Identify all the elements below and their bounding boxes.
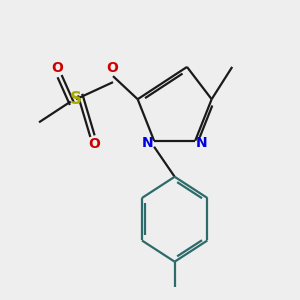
Text: N: N (142, 136, 154, 150)
Text: O: O (88, 137, 101, 151)
Text: S: S (70, 90, 82, 108)
Text: N: N (196, 136, 207, 150)
Text: O: O (52, 61, 64, 75)
Text: O: O (106, 61, 118, 75)
